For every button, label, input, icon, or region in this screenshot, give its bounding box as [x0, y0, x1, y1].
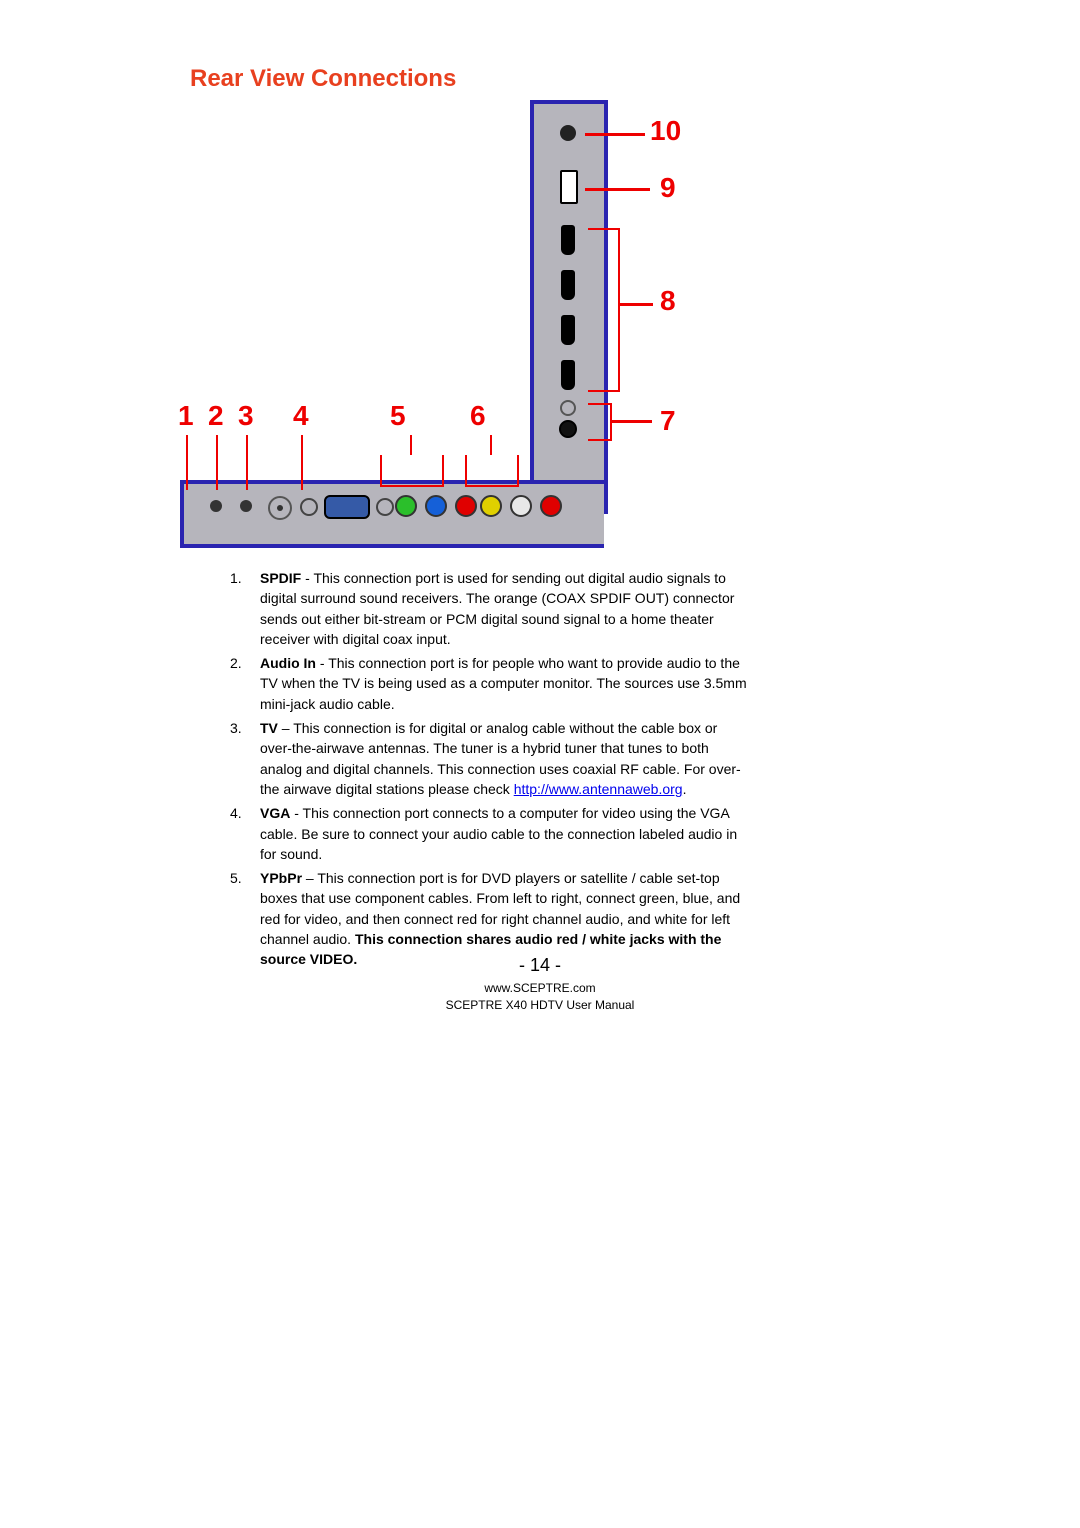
port-9-usb: [560, 170, 578, 204]
dash: -: [290, 805, 302, 821]
list-number: 1.: [230, 568, 260, 649]
port-10-jack: [560, 125, 576, 141]
line-5: [410, 435, 412, 455]
connections-list: 1. SPDIF - This connection port is used …: [230, 568, 750, 974]
port-7-av: [558, 400, 578, 440]
line-1: [186, 435, 188, 490]
label-10: 10: [650, 115, 681, 147]
bracket-8: [588, 228, 620, 392]
dash: –: [278, 720, 293, 736]
body-text: This connection port is used for sending…: [260, 570, 734, 647]
list-item: 4. VGA - This connection port connects t…: [230, 803, 750, 864]
bracket-7: [588, 403, 612, 441]
footer-manual: SCEPTRE X40 HDTV User Manual: [446, 998, 635, 1012]
term: TV: [260, 720, 278, 736]
port-5-ypbpr: [395, 495, 477, 517]
document-page: Rear View Connections: [0, 0, 1080, 1528]
list-item: 3. TV – This connection is for digital o…: [230, 718, 750, 799]
term: SPDIF: [260, 570, 301, 586]
line-8: [618, 303, 653, 306]
label-5: 5: [390, 400, 406, 432]
line-10: [585, 133, 645, 136]
port-8-hdmi-a: [561, 225, 575, 255]
line-3: [246, 435, 248, 490]
label-9: 9: [660, 172, 676, 204]
term: VGA: [260, 805, 290, 821]
list-body: VGA - This connection port connects to a…: [260, 803, 750, 864]
list-number: 4.: [230, 803, 260, 864]
bracket-5: [380, 455, 444, 487]
port-8-hdmi-d: [561, 360, 575, 390]
list-item: 2. Audio In - This connection port is fo…: [230, 653, 750, 714]
label-2: 2: [208, 400, 224, 432]
tail: .: [683, 781, 687, 797]
term: Audio In: [260, 655, 316, 671]
term: YPbPr: [260, 870, 306, 886]
list-body: TV – This connection is for digital or a…: [260, 718, 750, 799]
port-4-vga: [300, 495, 394, 519]
list-number: 3.: [230, 718, 260, 799]
port-2-audioin: [240, 500, 252, 512]
label-4: 4: [293, 400, 309, 432]
body-text: This connection port connects to a compu…: [260, 805, 737, 862]
line-2: [216, 435, 218, 490]
page-title: Rear View Connections: [190, 65, 456, 93]
line-4: [301, 435, 303, 490]
port-6-av: [480, 495, 562, 517]
port-1-spdif: [210, 500, 222, 512]
label-6: 6: [470, 400, 486, 432]
line-7: [610, 420, 652, 423]
label-8: 8: [660, 285, 676, 317]
line-6: [490, 435, 492, 455]
list-item: 1. SPDIF - This connection port is used …: [230, 568, 750, 649]
body-text: This connection port is for people who w…: [260, 655, 747, 712]
line-9: [585, 188, 650, 191]
list-body: Audio In - This connection port is for p…: [260, 653, 750, 714]
page-footer: www.SCEPTRE.com SCEPTRE X40 HDTV User Ma…: [0, 980, 1080, 1014]
port-8-hdmi-b: [561, 270, 575, 300]
list-body: SPDIF - This connection port is used for…: [260, 568, 750, 649]
dash: -: [316, 655, 328, 671]
antennaweb-link[interactable]: http://www.antennaweb.org: [514, 781, 683, 797]
dash: -: [301, 570, 313, 586]
footer-url: www.SCEPTRE.com: [484, 981, 595, 995]
label-1: 1: [178, 400, 194, 432]
label-3: 3: [238, 400, 254, 432]
list-number: 2.: [230, 653, 260, 714]
port-3-coax: [268, 496, 292, 520]
page-number: - 14 -: [0, 955, 1080, 976]
port-8-hdmi-c: [561, 315, 575, 345]
label-7: 7: [660, 405, 676, 437]
rear-panel-diagram: 1 2 3 4 5 6 10 9 8 7: [180, 100, 710, 545]
dash: –: [306, 870, 317, 886]
bracket-6: [465, 455, 519, 487]
